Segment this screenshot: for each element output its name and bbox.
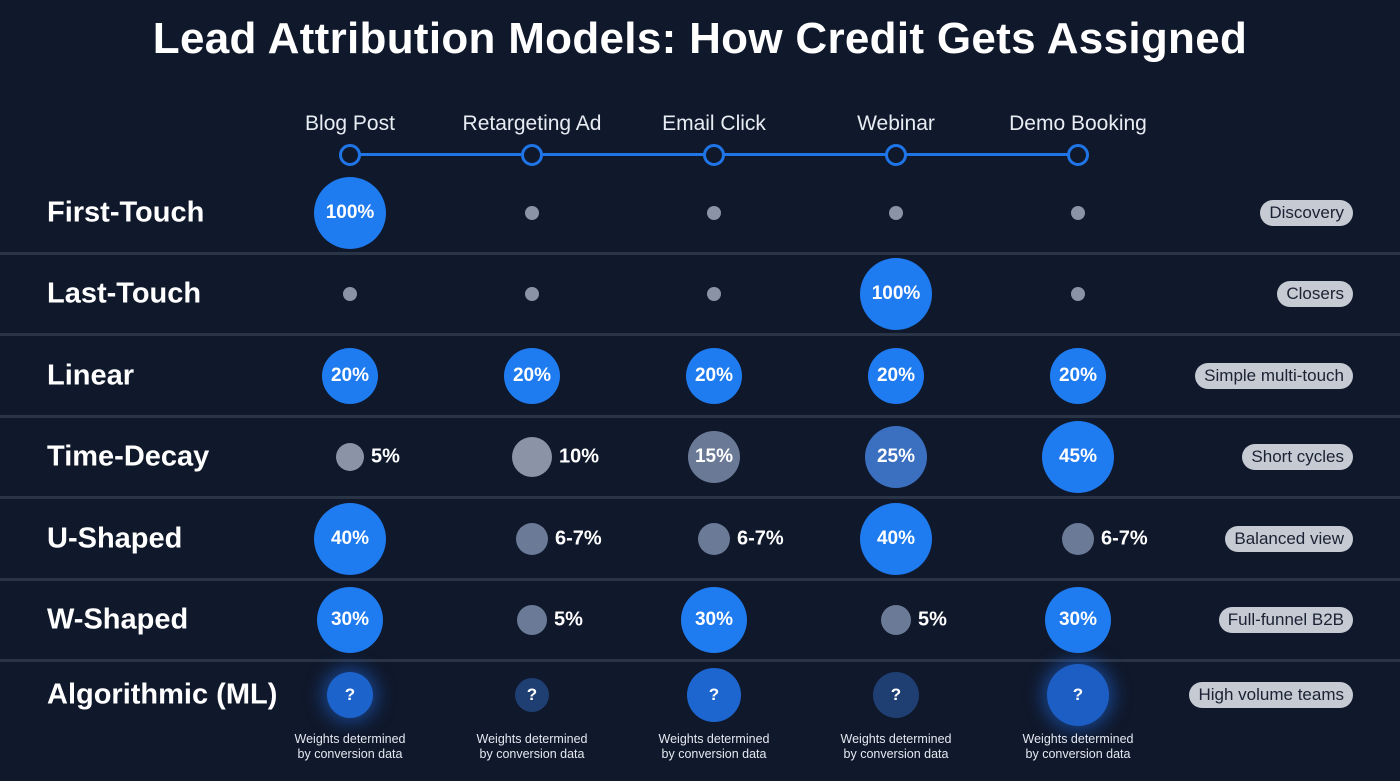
unknown-weight-bubble: ? (327, 672, 373, 719)
empty-touch-dot (343, 286, 357, 301)
model-name: Linear (47, 359, 135, 391)
unknown-weight-bubble: ? (873, 672, 919, 719)
ml-note: Weights determined by conversion data (816, 732, 976, 762)
row-divider (0, 333, 1400, 336)
model-row: Linear 20% 20% 20% 20% 20% Simple multi-touch (0, 335, 1400, 416)
ml-note-line: by conversion data (1025, 747, 1131, 761)
stage-label: Demo Booking (1009, 112, 1147, 135)
unknown-weight-bubble: ? (1047, 664, 1109, 727)
stage-label: Webinar (857, 112, 935, 135)
use-case-tag: Simple multi-touch (1195, 362, 1353, 389)
row-divider (0, 252, 1400, 255)
stage-label: Blog Post (305, 112, 395, 135)
credit-bubble: 20% (1050, 347, 1106, 404)
empty-touch-dot (525, 205, 539, 220)
credit-bubble: 20% (686, 347, 742, 404)
credit-bubble (517, 604, 547, 635)
model-row: Last-Touch 100% Closers (0, 253, 1400, 334)
stage-node-icon (521, 144, 543, 166)
row-divider (0, 578, 1400, 581)
credit-bubble: 20% (322, 347, 378, 404)
credit-label: 6-7% (737, 527, 784, 549)
credit-bubble: 40% (314, 502, 386, 575)
ml-note: Weights determined by conversion data (452, 732, 612, 762)
empty-touch-dot (1071, 205, 1085, 220)
ml-note-line: Weights determined (1022, 732, 1134, 746)
page-title: Lead Attribution Models: How Credit Gets… (152, 14, 1248, 63)
row-divider (0, 415, 1400, 418)
use-case-tag: Closers (1277, 280, 1353, 307)
unknown-weight-bubble: ? (687, 668, 741, 723)
credit-bubble (698, 522, 730, 555)
ml-note-line: Weights determined (840, 732, 952, 746)
row-divider (0, 496, 1400, 499)
model-row: Algorithmic (ML)? Weights determined by co… (0, 661, 1400, 761)
empty-touch-dot (889, 205, 903, 220)
credit-bubble (881, 604, 911, 635)
model-row: Time-Decay 5% 10% 15% 25% 45% Short cycles (0, 416, 1400, 497)
credit-bubble (512, 436, 552, 477)
stage-node-icon (885, 144, 907, 166)
use-case-tag: Balanced view (1225, 525, 1353, 552)
stage-node-icon (1067, 144, 1089, 166)
ml-note-line: Weights determined (476, 732, 588, 746)
ml-note-line: Weights determined (294, 732, 406, 746)
ml-note-line: by conversion data (661, 747, 767, 761)
ml-note-line: by conversion data (297, 747, 403, 761)
credit-bubble: 30% (681, 586, 747, 653)
credit-bubble: 45% (1042, 420, 1114, 493)
credit-bubble: 40% (860, 502, 932, 575)
ml-note: Weights determined by conversion data (270, 732, 430, 762)
use-case-tag: Discovery (1260, 199, 1353, 226)
use-case-tag: Full-funnel B2B (1218, 606, 1353, 633)
ml-note: Weights determined by conversion data (998, 732, 1158, 762)
credit-bubble: 20% (504, 347, 560, 404)
model-row: W-Shaped 30% 5% 30% 5% 30% Full-funnel B2B (0, 579, 1400, 660)
model-name: U-Shaped (47, 522, 183, 554)
credit-label: 6-7% (555, 527, 602, 549)
model-name: Last-Touch (47, 277, 202, 309)
stage-label: Email Click (662, 112, 766, 135)
use-case-tag: Short cycles (1242, 443, 1353, 470)
empty-touch-dot (1071, 286, 1085, 301)
model-name: Time-Decay (47, 440, 210, 472)
credit-bubble: 25% (865, 425, 927, 488)
credit-bubble (1062, 522, 1094, 555)
credit-label: 6-7% (1101, 527, 1148, 549)
credit-label: 5% (371, 445, 400, 467)
use-case-tag: High volume teams (1189, 682, 1353, 709)
empty-touch-dot (707, 205, 721, 220)
ml-note-line: by conversion data (479, 747, 585, 761)
model-row: First-Touch 100% Discovery (0, 172, 1400, 253)
model-row: U-Shaped 40% 6-7% 6-7% 40% 6-7% Balanced view (0, 498, 1400, 579)
credit-bubble: 20% (868, 347, 924, 404)
credit-bubble (336, 442, 364, 471)
empty-touch-dot (707, 286, 721, 301)
credit-bubble: 100% (314, 176, 386, 249)
credit-label: 10% (559, 445, 600, 467)
ml-note-line: by conversion data (843, 747, 949, 761)
credit-label: 5% (554, 608, 583, 630)
ml-note-line: Weights determined (658, 732, 770, 746)
empty-touch-dot (525, 286, 539, 301)
model-name: W-Shaped (47, 603, 189, 635)
credit-bubble: 30% (317, 586, 383, 653)
stage-node-icon (703, 144, 725, 166)
row-divider (0, 659, 1400, 662)
unknown-weight-bubble: ? (515, 678, 549, 713)
credit-label: 5% (918, 608, 947, 630)
model-name: Algorithmic (ML) (47, 678, 278, 711)
ml-note: Weights determined by conversion data (634, 732, 794, 762)
stage-node-icon (339, 144, 361, 166)
credit-bubble: 15% (688, 430, 740, 483)
model-name: First-Touch (47, 196, 205, 228)
stage-label: Retargeting Ad (462, 112, 602, 135)
credit-bubble (516, 522, 548, 555)
credit-bubble: 100% (860, 257, 932, 330)
credit-bubble: 30% (1045, 586, 1111, 653)
